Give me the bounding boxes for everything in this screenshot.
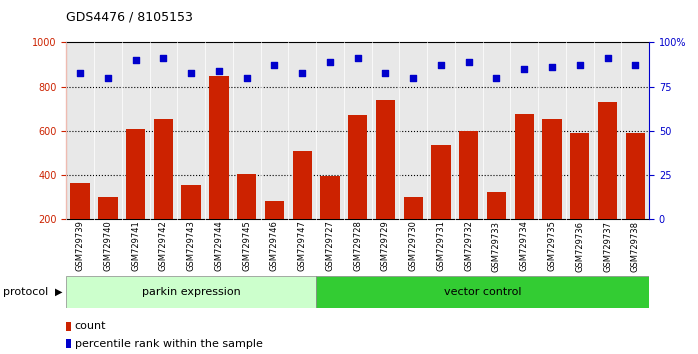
Bar — [181, 185, 201, 219]
Bar — [209, 76, 229, 219]
Text: GDS4476 / 8105153: GDS4476 / 8105153 — [66, 11, 193, 24]
Bar — [597, 102, 617, 219]
Bar — [625, 133, 645, 219]
Text: GSM729732: GSM729732 — [464, 221, 473, 272]
Text: GSM729738: GSM729738 — [631, 221, 640, 272]
Bar — [431, 145, 451, 219]
Text: vector control: vector control — [444, 287, 521, 297]
Bar — [70, 183, 90, 219]
Point — [241, 75, 252, 81]
Text: GSM729733: GSM729733 — [492, 221, 501, 272]
Point — [380, 70, 391, 75]
Bar — [542, 119, 562, 219]
Point — [186, 70, 197, 75]
Point — [75, 70, 86, 75]
Bar — [66, 276, 316, 308]
Point — [130, 57, 141, 63]
Text: GSM729737: GSM729737 — [603, 221, 612, 272]
Point — [574, 63, 586, 68]
Point — [214, 68, 225, 74]
Point — [297, 70, 308, 75]
Text: parkin expression: parkin expression — [142, 287, 241, 297]
Point — [325, 59, 336, 65]
Text: GSM729747: GSM729747 — [298, 221, 306, 272]
Bar — [376, 100, 395, 219]
Text: GSM729729: GSM729729 — [381, 221, 390, 271]
Bar — [265, 201, 284, 219]
Point — [602, 56, 613, 61]
Bar — [514, 114, 534, 219]
Text: GSM729740: GSM729740 — [103, 221, 112, 271]
Point — [158, 56, 169, 61]
Point — [547, 64, 558, 70]
Text: GSM729741: GSM729741 — [131, 221, 140, 271]
Text: GSM729735: GSM729735 — [547, 221, 556, 272]
Bar — [403, 198, 423, 219]
Bar — [459, 131, 478, 219]
Text: GSM729743: GSM729743 — [186, 221, 195, 272]
Text: GSM729728: GSM729728 — [353, 221, 362, 272]
Bar — [316, 276, 649, 308]
Point — [103, 75, 114, 81]
Text: GSM729744: GSM729744 — [214, 221, 223, 271]
Text: GSM729731: GSM729731 — [436, 221, 445, 272]
Bar — [126, 129, 145, 219]
Text: GSM729745: GSM729745 — [242, 221, 251, 271]
Bar — [154, 119, 173, 219]
Point — [463, 59, 475, 65]
Point — [519, 66, 530, 72]
Text: ▶: ▶ — [55, 287, 63, 297]
Text: GSM729734: GSM729734 — [520, 221, 529, 272]
Text: GSM729739: GSM729739 — [75, 221, 84, 272]
Point — [352, 56, 363, 61]
Point — [269, 63, 280, 68]
Text: GSM729746: GSM729746 — [270, 221, 279, 272]
Text: GSM729730: GSM729730 — [409, 221, 417, 272]
Text: protocol: protocol — [3, 287, 49, 297]
Bar — [237, 174, 256, 219]
Bar — [348, 115, 367, 219]
Point — [436, 63, 447, 68]
Point — [408, 75, 419, 81]
Bar — [292, 151, 312, 219]
Text: percentile rank within the sample: percentile rank within the sample — [75, 339, 262, 349]
Bar — [487, 192, 506, 219]
Text: GSM729742: GSM729742 — [159, 221, 168, 271]
Bar — [320, 176, 340, 219]
Bar — [570, 133, 590, 219]
Text: GSM729727: GSM729727 — [325, 221, 334, 272]
Bar — [98, 198, 118, 219]
Point — [491, 75, 502, 81]
Text: count: count — [75, 321, 106, 331]
Text: GSM729736: GSM729736 — [575, 221, 584, 272]
Point — [630, 63, 641, 68]
